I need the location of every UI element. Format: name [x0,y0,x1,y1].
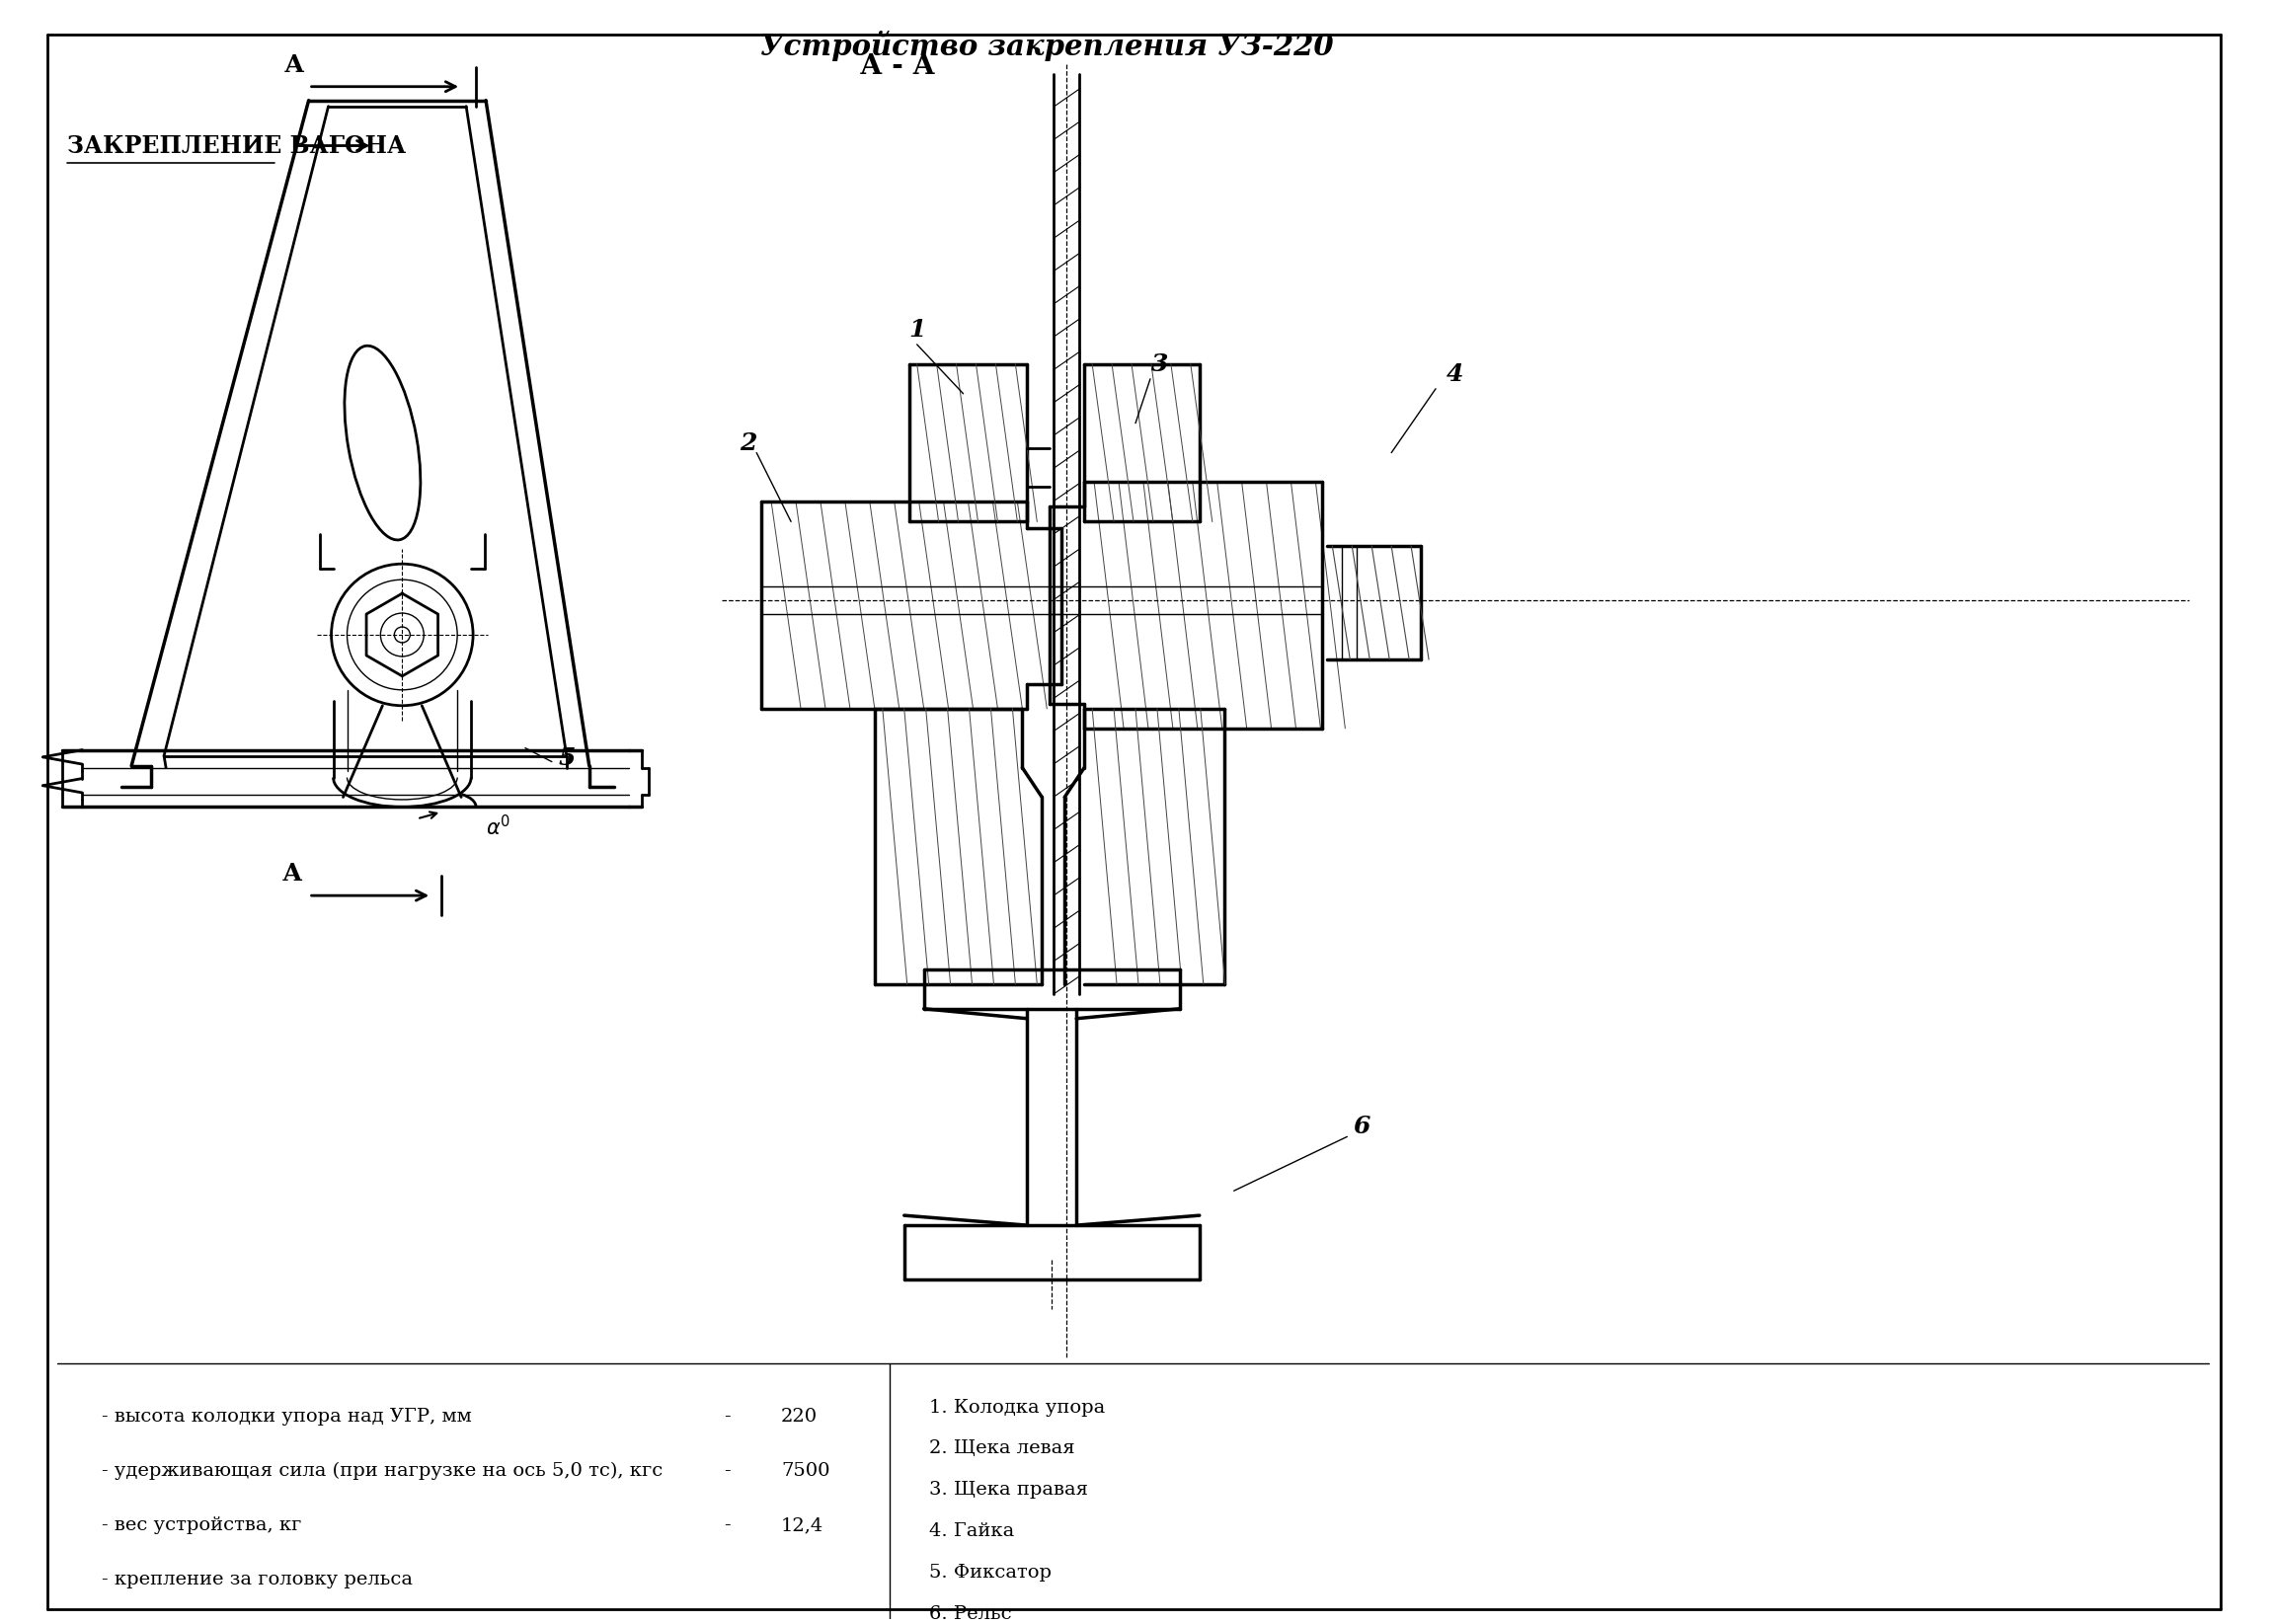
Text: - высота колодки упора над УГР, мм: - высота колодки упора над УГР, мм [102,1408,472,1426]
Text: 7500: 7500 [781,1462,830,1479]
Text: 4. Гайка: 4. Гайка [928,1522,1014,1540]
Text: Устройство закрепления УЗ-220: Устройство закрепления УЗ-220 [760,31,1334,62]
Text: $\alpha^0$: $\alpha^0$ [486,814,511,840]
Text: А: А [281,862,302,885]
Text: 3: 3 [1150,352,1169,377]
Text: ЗАКРЕПЛЕНИЕ ВАГОНА: ЗАКРЕПЛЕНИЕ ВАГОНА [68,133,406,158]
Text: 1: 1 [908,318,926,341]
Text: -: - [724,1462,731,1479]
Text: 6: 6 [1352,1116,1370,1138]
Text: 2: 2 [740,430,758,455]
Text: 6. Рельс: 6. Рельс [928,1605,1012,1622]
Text: - удерживающая сила (при нагрузке на ось 5,0 тс), кгс: - удерживающая сила (при нагрузке на ось… [102,1462,663,1481]
Text: - крепление за головку рельса: - крепление за головку рельса [102,1570,413,1588]
Text: А - А: А - А [860,54,935,80]
Text: -: - [724,1517,731,1535]
Text: 5. Фиксатор: 5. Фиксатор [928,1564,1051,1582]
Text: 1. Колодка упора: 1. Колодка упора [928,1398,1105,1416]
Text: 220: 220 [781,1408,817,1426]
Text: - вес устройства, кг: - вес устройства, кг [102,1517,302,1535]
Text: 12,4: 12,4 [781,1517,824,1535]
Text: 3. Щека правая: 3. Щека правая [928,1481,1087,1499]
Text: 2. Щека левая: 2. Щека левая [928,1440,1076,1458]
Text: А: А [284,54,304,76]
Text: 4: 4 [1448,362,1464,387]
Text: -: - [724,1408,731,1426]
Text: 5: 5 [558,745,574,770]
